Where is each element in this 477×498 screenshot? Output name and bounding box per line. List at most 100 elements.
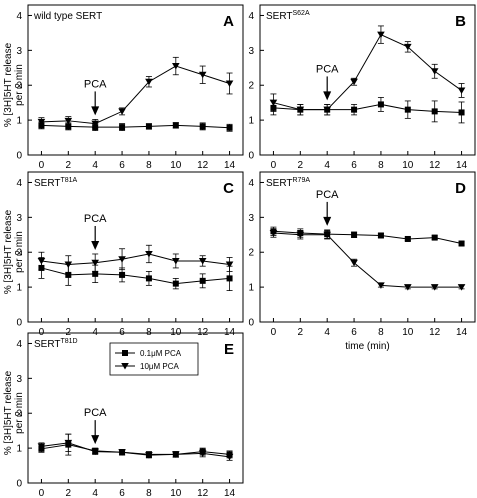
- plot-frame: [27, 171, 244, 323]
- panel-title-superscript: S62A: [293, 10, 310, 17]
- legend: 0.1μM PCA 10μM PCA: [109, 342, 199, 376]
- y-tick-label: 4: [16, 339, 22, 350]
- x-tick-label: 8: [146, 488, 152, 498]
- y-tick-label: 0: [248, 151, 254, 162]
- y-axis-label: % [3H]5HT releaseper 2 min: [3, 209, 25, 294]
- series-line: [41, 65, 230, 125]
- x-tick-label: 0: [271, 160, 277, 171]
- panel-title-superscript: R79A: [293, 177, 311, 184]
- x-tick-label: 14: [456, 160, 468, 171]
- data-point-square: [377, 232, 384, 239]
- pca-arrow-head: [323, 216, 332, 226]
- data-point-triangle: [145, 452, 153, 459]
- panel-title-main: SERT: [266, 11, 293, 22]
- panel-title-superscript: T81A: [61, 177, 78, 184]
- data-point-triangle: [350, 259, 358, 267]
- data-point-triangle: [404, 284, 412, 291]
- data-point-square: [377, 101, 384, 108]
- data-point-square: [404, 235, 411, 242]
- y-tick-label: 3: [16, 374, 22, 385]
- data-point-triangle: [269, 230, 278, 237]
- plot-frame: [27, 332, 244, 484]
- panel-title-main: SERT: [266, 178, 293, 189]
- y-tick-label: 0: [16, 318, 22, 329]
- x-tick-label: 6: [119, 488, 125, 498]
- data-point-triangle: [118, 256, 126, 263]
- pca-annotation: PCA: [316, 63, 339, 75]
- data-point-triangle: [225, 261, 234, 268]
- series-triangle: [37, 433, 234, 461]
- data-point-triangle: [350, 78, 358, 86]
- y-tick-label: 4: [16, 178, 22, 189]
- x-tick-label: 12: [429, 327, 441, 338]
- y-axis-label-line: per 2 min: [14, 392, 25, 434]
- x-tick-label: 14: [456, 327, 468, 338]
- y-axis-label-line: per 2 min: [14, 231, 25, 273]
- data-point-triangle: [269, 99, 278, 107]
- data-point-square: [431, 234, 438, 241]
- pca-arrow-head: [91, 435, 100, 445]
- panel-letter: A: [223, 13, 234, 30]
- panel-title: wild type SERT: [33, 11, 102, 22]
- data-point-triangle: [457, 284, 466, 291]
- y-tick-label: 3: [248, 46, 254, 57]
- series-line: [41, 442, 230, 458]
- data-point-triangle: [37, 118, 46, 126]
- legend-label: 10μM PCA: [140, 362, 180, 371]
- x-tick-label: 4: [324, 327, 330, 338]
- data-point-square: [119, 271, 126, 278]
- data-point-square: [351, 231, 358, 238]
- plot-frame: [27, 4, 244, 156]
- x-tick-label: 4: [92, 488, 98, 498]
- data-point-square: [404, 106, 411, 113]
- y-tick-label: 0: [248, 318, 254, 329]
- pca-annotation: PCA: [84, 407, 107, 419]
- data-point-triangle: [198, 257, 207, 265]
- x-tick-label: 2: [66, 160, 72, 171]
- data-point-triangle: [145, 78, 153, 86]
- data-point-square: [226, 124, 233, 131]
- y-tick-label: 1: [16, 283, 22, 294]
- pca-annotation: PCA: [84, 78, 107, 90]
- data-point-square: [431, 108, 438, 115]
- data-point-triangle: [296, 231, 305, 239]
- legend-square-marker: [122, 350, 128, 356]
- x-tick-label: 14: [224, 160, 236, 171]
- legend-label: 0.1μM PCA: [140, 349, 182, 358]
- data-point-square: [172, 122, 179, 129]
- x-tick-label: 10: [170, 488, 182, 498]
- y-tick-label: 0: [16, 479, 22, 490]
- series-triangle: [37, 56, 234, 129]
- x-tick-label: 4: [324, 160, 330, 171]
- x-tick-label: 12: [197, 488, 209, 498]
- x-tick-label: 6: [119, 160, 125, 171]
- x-tick-label: 2: [298, 160, 304, 171]
- y-axis-label: % [3H]5HT releaseper 2 min: [3, 370, 25, 455]
- series-triangle: [269, 228, 466, 291]
- data-point-square: [458, 109, 465, 116]
- y-tick-label: 1: [248, 283, 254, 294]
- data-point-triangle: [172, 451, 180, 458]
- data-point-triangle: [64, 261, 73, 268]
- y-axis-label-line: % [3H]5HT release: [3, 42, 14, 127]
- x-tick-label: 10: [170, 160, 182, 171]
- data-point-square: [458, 240, 465, 247]
- y-tick-label: 0: [16, 151, 22, 162]
- data-point-triangle: [323, 231, 331, 239]
- y-tick-label: 3: [16, 213, 22, 224]
- panel-title-main: SERT: [34, 178, 61, 189]
- data-point-triangle: [296, 106, 305, 114]
- pca-annotation: PCA: [84, 213, 107, 225]
- data-point-triangle: [225, 80, 234, 87]
- series-line: [41, 124, 230, 129]
- data-point-square: [119, 124, 126, 131]
- panel-title: SERTR79A: [266, 177, 310, 189]
- panel-letter: D: [455, 180, 466, 197]
- pca-arrow-head: [91, 106, 100, 116]
- y-axis-label-line: % [3H]5HT release: [3, 370, 14, 455]
- data-point-square: [145, 275, 152, 282]
- y-tick-label: 2: [16, 248, 22, 259]
